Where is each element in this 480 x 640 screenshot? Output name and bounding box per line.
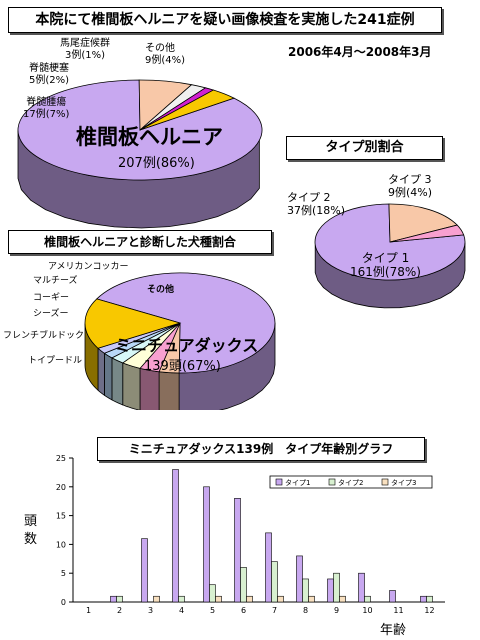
bar-1-5 bbox=[240, 567, 247, 603]
bar-chart-xlabel: 年齢 bbox=[380, 623, 407, 638]
breed-label-shihtzu: シーズー bbox=[33, 309, 69, 319]
bar-2-7 bbox=[308, 595, 315, 603]
pie2-slice-2 bbox=[389, 224, 465, 243]
pie3-side-3 bbox=[122, 362, 141, 410]
x-tick-label: 8 bbox=[303, 606, 308, 615]
type-ratio-title: タイプ別割合 bbox=[286, 136, 443, 160]
pie3-slice-0 bbox=[95, 272, 276, 374]
bar-1-11 bbox=[426, 595, 433, 603]
pie3-main-value: 139頭(67%) bbox=[144, 359, 221, 374]
breed-label-american-cocker: アメリカンコッカー bbox=[48, 262, 129, 272]
x-tick-label: 11 bbox=[393, 606, 403, 615]
pie3-side-2 bbox=[139, 367, 160, 410]
bar-1-3 bbox=[178, 595, 185, 603]
pie3-side-1 bbox=[158, 371, 180, 410]
bar-0-11 bbox=[420, 595, 427, 603]
bar-2-5 bbox=[246, 595, 253, 603]
bar-1-7 bbox=[302, 578, 309, 603]
pie3-slice-7 bbox=[84, 298, 182, 349]
breed-label-corgi: コーギー bbox=[33, 293, 70, 303]
legend-label-0: タイプ1 bbox=[285, 478, 310, 487]
x-tick-label: 10 bbox=[362, 606, 372, 615]
legend-box bbox=[269, 475, 433, 489]
bar-0-6 bbox=[265, 532, 272, 603]
x-tick-label: 2 bbox=[117, 606, 122, 615]
bar-chart-title: ミニチュアダックス139例 タイプ年齢別グラフ bbox=[97, 437, 425, 461]
pie1-main-value: 207例(86%) bbox=[118, 156, 195, 171]
pie2-label-type1: タイプ 1 161例(78%) bbox=[350, 251, 421, 279]
legend-label-1: タイプ2 bbox=[338, 478, 363, 487]
pie2-slice-1 bbox=[388, 203, 458, 243]
pie3-inner-other: その他 bbox=[147, 285, 175, 295]
legend-label-2: タイプ3 bbox=[391, 478, 416, 487]
legend-swatch-1 bbox=[328, 478, 336, 486]
legend-swatch-0 bbox=[275, 478, 283, 486]
x-tick-label: 1 bbox=[86, 606, 91, 615]
bar-0-10 bbox=[389, 590, 396, 603]
bar-0-8 bbox=[327, 578, 334, 603]
bar-2-4 bbox=[215, 595, 222, 603]
breed-label-toy-poodle: トイプードル bbox=[28, 356, 83, 366]
bar-0-5 bbox=[234, 498, 241, 603]
pie1-label-other: その他 9例(4%) bbox=[145, 43, 186, 66]
pie1-label-infarct: 脊髄梗塞 5例(2%) bbox=[29, 63, 70, 86]
bar-1-9 bbox=[364, 595, 371, 603]
x-tick-label: 9 bbox=[334, 606, 339, 615]
bar-1-4 bbox=[209, 584, 216, 603]
pie1-slice-4 bbox=[139, 89, 236, 131]
y-tick-label: 10 bbox=[56, 540, 66, 549]
pie-chart-breeds bbox=[84, 272, 276, 410]
x-tick-label: 5 bbox=[210, 606, 215, 615]
breed-ratio-title: 椎間板ヘルニアと診断した犬種割合 bbox=[8, 230, 272, 254]
pie1-label-tumor: 脊髄腫瘍 17例(7%) bbox=[23, 97, 70, 120]
x-tick-label: 4 bbox=[179, 606, 184, 615]
bar-0-1 bbox=[110, 595, 117, 603]
x-tick-label: 3 bbox=[148, 606, 153, 615]
y-tick-label: 5 bbox=[61, 569, 66, 578]
pie2-label-type3: タイプ 3 9例(4%) bbox=[388, 173, 433, 199]
bar-2-6 bbox=[277, 595, 284, 603]
bar-0-7 bbox=[296, 555, 303, 603]
pie3-main-label: ミニチュアダックス bbox=[115, 336, 259, 355]
x-tick-label: 6 bbox=[241, 606, 246, 615]
x-tick-label: 12 bbox=[424, 606, 434, 615]
y-tick-label: 15 bbox=[56, 512, 66, 521]
x-tick-label: 7 bbox=[272, 606, 277, 615]
y-tick-label: 20 bbox=[56, 483, 66, 492]
bar-chart-ylabel: 頭数 bbox=[24, 514, 38, 547]
pie-chart-types bbox=[314, 203, 466, 309]
breed-label-french-bulldog: フレンチブルドック bbox=[3, 331, 85, 341]
pie2-slice-0 bbox=[314, 203, 466, 281]
bar-0-3 bbox=[172, 469, 179, 603]
pie3-side-5 bbox=[104, 352, 113, 401]
bar-2-2 bbox=[153, 595, 160, 603]
y-tick-label: 25 bbox=[56, 454, 66, 463]
bar-2-8 bbox=[339, 595, 346, 603]
y-tick-label: 0 bbox=[61, 598, 66, 607]
page-title: 本院にて椎間板ヘルニアを疑い画像検査を実施した241症例 bbox=[8, 7, 442, 33]
pie1-label-cauda: 馬尾症候群 3例(1%) bbox=[60, 38, 110, 61]
bar-1-6 bbox=[271, 561, 278, 603]
pie-chart-cases bbox=[17, 79, 263, 229]
bar-0-4 bbox=[203, 486, 210, 603]
bar-1-1 bbox=[116, 595, 123, 603]
pie1-main-label: 椎間板ヘルニア bbox=[76, 125, 223, 149]
bar-0-9 bbox=[358, 572, 365, 603]
bar-1-8 bbox=[333, 572, 340, 603]
breed-label-maltese: マルチーズ bbox=[33, 276, 78, 286]
pie3-side-6 bbox=[97, 347, 105, 397]
pie2-label-type2: タイプ 2 37例(18%) bbox=[287, 191, 346, 217]
legend-swatch-2 bbox=[381, 478, 389, 486]
bar-0-2 bbox=[141, 538, 148, 603]
period-label: 2006年4月～2008年3月 bbox=[288, 45, 432, 59]
pie3-side-4 bbox=[111, 357, 124, 406]
